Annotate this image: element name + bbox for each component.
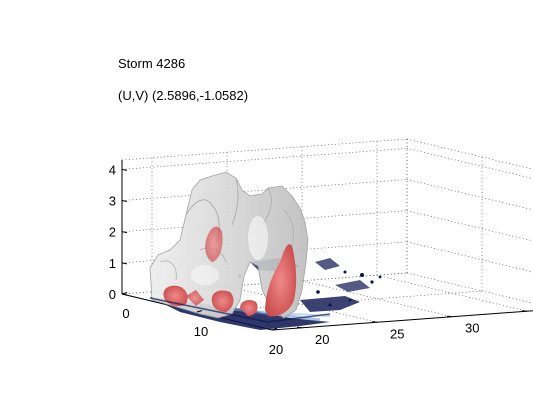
storm-isosurface [149, 171, 382, 330]
grid-line [376, 274, 528, 312]
chart-title: Storm 4286 [118, 56, 186, 71]
z-tick [121, 231, 128, 234]
x-tick [196, 310, 203, 313]
grid-line [121, 147, 408, 170]
grid-line [121, 138, 408, 161]
grid-line [406, 272, 533, 304]
x-tick [271, 328, 278, 331]
x-tick-label: 10 [194, 324, 208, 339]
grid-line [226, 285, 378, 323]
grid-line [406, 138, 533, 170]
grid-line [406, 179, 533, 211]
y-axis-line [271, 310, 533, 331]
grid-line [121, 272, 408, 295]
y-tick-label: 30 [465, 321, 479, 336]
grid-line [301, 280, 453, 318]
grid-line [406, 210, 533, 242]
chart-subtitle: (U,V) (2.5896,-1.0582) [118, 88, 249, 103]
z-tick-label: 0 [109, 287, 116, 302]
grid-line [121, 210, 408, 233]
z-tick-label: 3 [109, 194, 116, 209]
z-tick [121, 200, 128, 203]
grid-line [406, 241, 533, 273]
inner-cores [163, 226, 297, 317]
axis-tick-labels: 010202025303501234 [109, 162, 480, 357]
axis-ticks [121, 168, 528, 331]
z-tick-label: 2 [109, 225, 116, 240]
z-tick [121, 293, 128, 296]
y-tick-label: 20 [315, 332, 329, 347]
grid-line [121, 179, 408, 201]
grid-line [196, 290, 483, 313]
y-tick [296, 326, 303, 329]
y-tick [371, 321, 378, 323]
z-tick-label: 1 [109, 256, 116, 271]
y-tick [521, 310, 528, 312]
z-tick [121, 262, 128, 265]
grid-line [121, 241, 408, 264]
y-tick-label: 25 [390, 326, 404, 341]
x-tick-label: 20 [269, 342, 283, 357]
z-tick [121, 168, 128, 171]
y-tick [446, 315, 453, 318]
ground-trace [149, 297, 331, 323]
grid-line [406, 148, 533, 179]
z-tick-label: 4 [109, 162, 116, 177]
x-tick-label: 0 [122, 306, 129, 321]
